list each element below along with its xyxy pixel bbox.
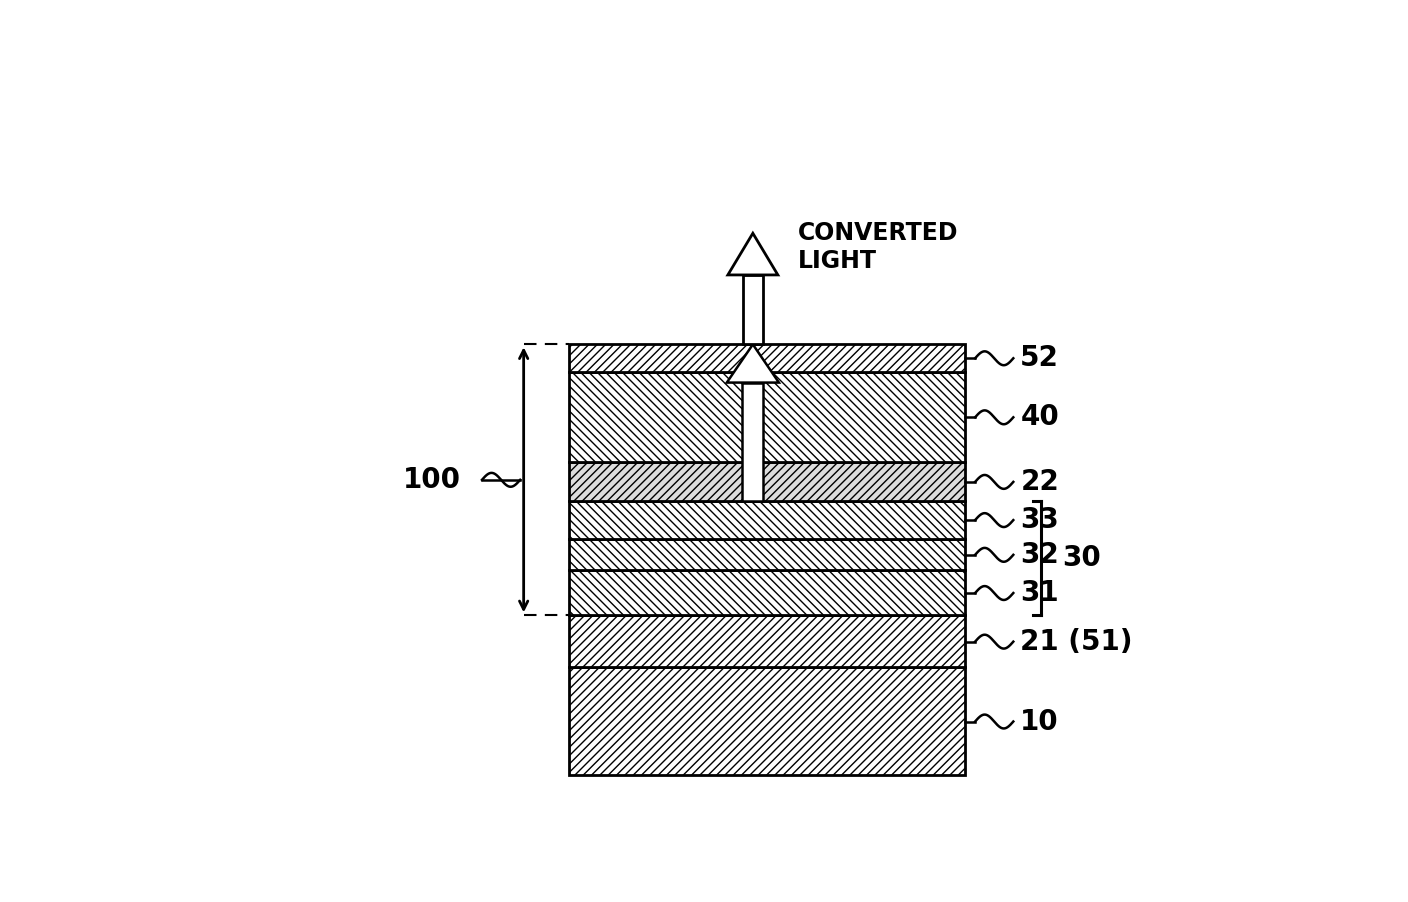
Text: CONVERTED
LIGHT: CONVERTED LIGHT xyxy=(798,221,959,273)
Bar xyxy=(569,463,964,501)
Bar xyxy=(569,501,964,538)
Text: 31: 31 xyxy=(1021,579,1059,607)
Text: 32: 32 xyxy=(1021,541,1059,569)
Bar xyxy=(569,570,964,615)
Text: 10: 10 xyxy=(1021,707,1059,735)
Text: 33: 33 xyxy=(1021,506,1059,534)
Bar xyxy=(742,382,763,501)
Bar xyxy=(569,373,964,463)
Text: 40: 40 xyxy=(1021,403,1059,431)
Text: 21 (51): 21 (51) xyxy=(1021,628,1133,656)
Bar xyxy=(569,615,964,667)
Text: 100: 100 xyxy=(403,465,462,493)
Text: 22: 22 xyxy=(1021,468,1059,496)
Bar xyxy=(569,538,964,570)
Polygon shape xyxy=(727,345,779,382)
Text: 30: 30 xyxy=(1062,544,1101,572)
Bar xyxy=(569,667,964,775)
Bar xyxy=(743,275,763,345)
Polygon shape xyxy=(728,234,777,275)
Text: 52: 52 xyxy=(1021,345,1059,373)
Bar xyxy=(569,345,964,373)
